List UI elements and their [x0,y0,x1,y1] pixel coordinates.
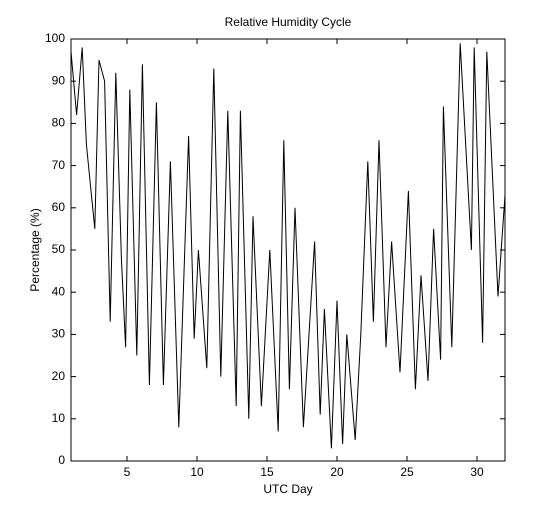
x-tick-label: 25 [400,465,414,479]
y-tick-label: 30 [52,327,66,341]
y-tick-label: 40 [52,284,66,298]
y-tick-label: 20 [52,369,66,383]
y-axis-label: Percentage (%) [28,208,42,291]
y-tick-label: 0 [58,453,65,467]
y-tick-label: 100 [45,31,65,45]
y-tick-label: 10 [52,411,66,425]
y-tick-label: 70 [52,158,66,172]
y-tick-label: 50 [52,242,66,256]
x-tick-label: 20 [330,465,344,479]
x-tick-label: 15 [260,465,274,479]
y-tick-label: 90 [52,73,66,87]
x-tick-label: 30 [470,465,484,479]
y-tick-label: 60 [52,200,66,214]
data-line [70,43,506,449]
x-axis-label: UTC Day [263,482,312,496]
x-tick-label: 5 [124,465,131,479]
y-tick-label: 80 [52,116,66,130]
x-tick-label: 10 [190,465,204,479]
chart-title: Relative Humidity Cycle [225,15,352,29]
